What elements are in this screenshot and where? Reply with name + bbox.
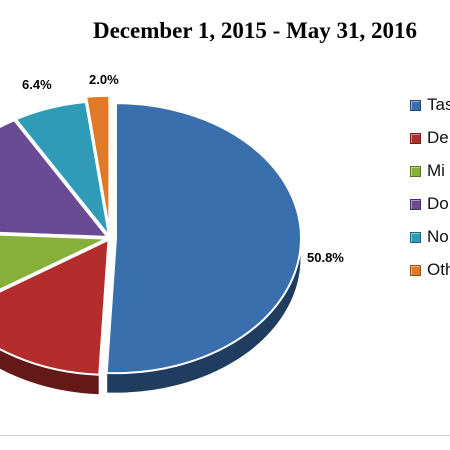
legend-item-do: Do bbox=[410, 194, 450, 215]
legend-label-mi: Mi bbox=[427, 161, 445, 180]
legend-label-no: No bbox=[427, 227, 449, 246]
legend-item-oth: Oth bbox=[410, 260, 450, 281]
legend-label-do: Do bbox=[427, 194, 449, 213]
legend-item-no: No bbox=[410, 227, 450, 248]
pie-chart bbox=[0, 94, 302, 396]
legend-item-mi: Mi bbox=[410, 161, 450, 182]
pie-slice-de bbox=[0, 238, 110, 376]
legend-label-oth: Oth bbox=[427, 260, 450, 279]
legend-swatch-no bbox=[410, 232, 421, 243]
pie-slice-do bbox=[0, 119, 110, 238]
chart-title: December 1, 2015 - May 31, 2016 bbox=[92, 18, 418, 43]
legend-swatch-de bbox=[410, 133, 421, 144]
legend-swatch-mi bbox=[410, 166, 421, 177]
pie-slice-mi bbox=[0, 233, 108, 291]
data-label-oth: 2.0% bbox=[89, 72, 119, 87]
data-label-tas: 50.8% bbox=[307, 250, 344, 265]
legend-label-de: De bbox=[427, 128, 449, 147]
pie-slice-oth bbox=[85, 94, 111, 231]
chart-frame: December 1, 2015 - May 31, 2016 50.8% 6.4… bbox=[0, 18, 450, 436]
legend-item-de: De bbox=[410, 128, 450, 149]
data-label-no: 6.4% bbox=[22, 77, 52, 92]
legend-item-tas: Tas bbox=[410, 95, 450, 116]
legend-swatch-oth bbox=[410, 265, 421, 276]
legend-label-tas: Tas bbox=[427, 95, 450, 114]
pie-slice-tas bbox=[105, 102, 302, 375]
pie-slice-no bbox=[14, 100, 111, 237]
legend-swatch-tas bbox=[410, 100, 421, 111]
legend-swatch-do bbox=[410, 199, 421, 210]
